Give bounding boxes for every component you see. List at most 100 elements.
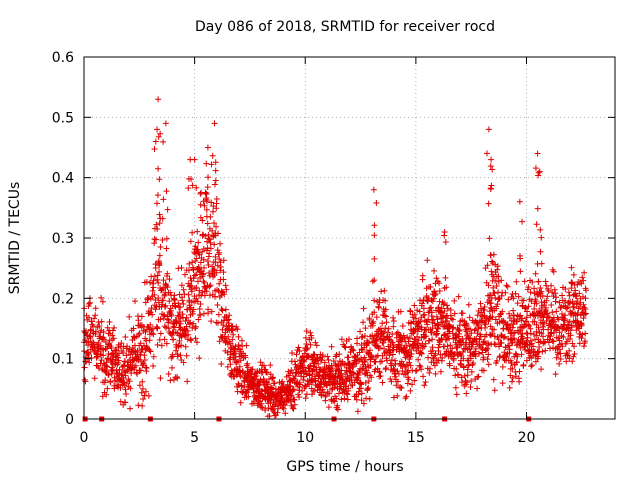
data-point xyxy=(578,280,585,287)
data-point xyxy=(418,350,425,357)
data-point xyxy=(520,335,527,342)
data-point xyxy=(196,287,203,294)
data-point xyxy=(334,402,341,409)
data-point xyxy=(389,351,396,358)
data-point xyxy=(233,359,240,366)
data-point xyxy=(413,367,420,374)
data-point xyxy=(181,291,188,298)
data-point xyxy=(542,278,549,285)
data-point xyxy=(465,301,472,308)
data-point xyxy=(428,329,435,336)
data-point xyxy=(428,312,435,319)
data-point xyxy=(488,258,495,265)
data-point xyxy=(202,233,209,240)
data-point xyxy=(159,215,166,222)
data-point xyxy=(258,400,265,407)
data-point xyxy=(215,230,222,237)
data-point xyxy=(578,335,585,342)
data-point xyxy=(582,306,589,313)
data-point xyxy=(173,320,180,327)
data-point xyxy=(523,314,530,321)
data-point xyxy=(288,392,295,399)
data-point xyxy=(509,374,516,381)
data-point xyxy=(498,277,505,284)
data-point xyxy=(444,317,451,324)
data-point xyxy=(381,287,388,294)
data-point xyxy=(180,359,187,366)
data-point xyxy=(349,346,356,353)
data-point xyxy=(147,295,154,302)
data-point xyxy=(474,330,481,337)
data-point xyxy=(116,366,123,373)
data-point xyxy=(313,342,320,349)
data-point xyxy=(203,288,210,295)
data-point xyxy=(295,344,302,351)
data-point xyxy=(503,353,510,360)
data-point xyxy=(161,291,168,298)
data-point xyxy=(290,386,297,393)
data-point xyxy=(399,367,406,374)
data-point xyxy=(175,265,182,272)
data-point xyxy=(245,364,252,371)
data-point xyxy=(491,333,498,340)
data-point xyxy=(517,268,524,275)
data-point xyxy=(189,310,196,317)
data-point xyxy=(355,388,362,395)
data-point xyxy=(161,336,168,343)
data-point xyxy=(532,297,539,304)
data-point xyxy=(531,290,538,297)
data-point xyxy=(539,348,546,355)
data-point xyxy=(91,375,98,382)
data-point xyxy=(485,361,492,368)
data-point xyxy=(548,282,555,289)
data-point xyxy=(163,340,170,347)
data-point xyxy=(520,361,527,368)
data-point xyxy=(518,351,525,358)
data-point xyxy=(459,310,466,317)
data-point xyxy=(200,310,207,317)
data-point xyxy=(203,160,210,167)
data-point xyxy=(543,318,550,325)
data-point xyxy=(170,323,177,330)
data-point xyxy=(498,292,505,299)
data-point xyxy=(453,391,460,398)
data-point xyxy=(154,272,161,279)
data-point xyxy=(402,347,409,354)
data-point xyxy=(307,341,314,348)
data-point xyxy=(142,388,149,395)
data-point xyxy=(578,310,585,317)
data-point xyxy=(480,367,487,374)
data-point xyxy=(358,334,365,341)
data-point xyxy=(319,386,326,393)
data-point xyxy=(430,359,437,366)
data-point xyxy=(365,339,372,346)
data-point xyxy=(157,375,164,382)
data-point xyxy=(535,353,542,360)
data-point xyxy=(514,353,521,360)
data-point xyxy=(492,316,499,323)
x-tick-label: 10 xyxy=(296,430,314,446)
data-point xyxy=(289,350,296,357)
data-point xyxy=(87,335,94,342)
data-point xyxy=(146,337,153,344)
y-tick-label: 0.3 xyxy=(52,231,74,247)
data-point xyxy=(432,350,439,357)
data-point xyxy=(235,342,242,349)
data-point xyxy=(180,286,187,293)
data-point xyxy=(540,333,547,340)
data-point xyxy=(330,397,337,404)
data-point xyxy=(412,368,419,375)
data-point xyxy=(415,356,422,363)
data-point xyxy=(164,206,171,213)
data-point xyxy=(194,278,201,285)
data-point xyxy=(132,298,139,305)
data-point xyxy=(257,359,264,366)
data-point xyxy=(494,266,501,273)
data-point xyxy=(468,330,475,337)
data-point xyxy=(482,324,489,331)
data-point xyxy=(526,322,533,329)
data-point xyxy=(192,243,199,250)
data-point xyxy=(315,360,322,367)
data-point xyxy=(411,311,418,318)
data-point xyxy=(390,314,397,321)
